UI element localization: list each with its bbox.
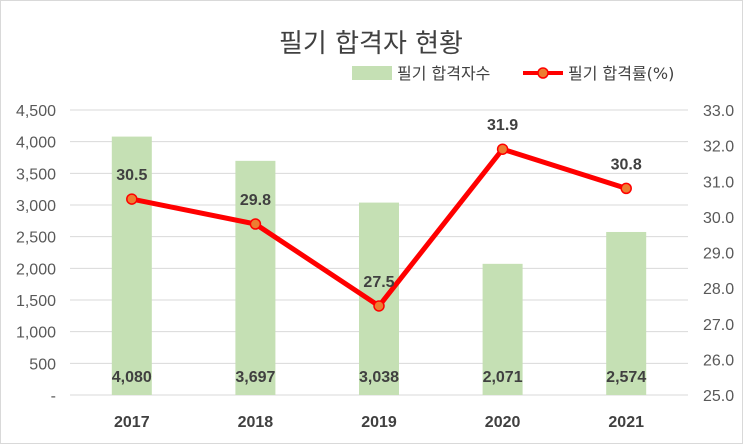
y-right-tick-label: 27.0 [703,317,734,334]
x-tick-label: 2020 [485,414,521,431]
bar [606,231,647,395]
y-right-tick-label: 33.0 [703,103,734,120]
bar-value-label: 2,574 [606,369,646,386]
rate-value-label: 31.9 [487,117,518,134]
y-left-tick-label: 1,500 [16,293,56,310]
y-left-tick-label: 500 [29,356,56,373]
legend: 필기 합격자수 필기 합격률(%) [352,64,674,83]
y-right-tick-label: 32.0 [703,139,734,156]
line-series [126,143,632,312]
y-left-tick-label: 2,000 [16,261,56,278]
rate-marker [126,193,138,205]
chart-title: 필기 합격자 현황 [279,29,463,59]
y-right-tick-label: 26.0 [703,352,734,369]
bar-value-label: 3,697 [235,369,275,386]
legend-swatch-bar [352,66,392,80]
y-left-tick-label: 3,000 [16,198,56,215]
legend-label-bar: 필기 합격자수 [397,64,490,83]
x-tick-label: 2019 [361,414,397,431]
rate-value-label: 30.8 [611,156,642,173]
rate-marker [249,218,262,230]
rate-marker [373,300,385,312]
y-left-tick-label: 1,000 [16,325,56,342]
y-left-tick-label: 3,500 [16,166,56,183]
y-right-tick-label: 25.0 [703,388,734,405]
data-labels: 4,080 3,697 3,038 2,071 2,574 30.5 29.8 27.5 31.… [112,117,647,386]
y-right-tick-label: 29.0 [703,246,734,263]
legend-swatch-marker [537,67,549,79]
legend-label-line: 필기 합격률(%) [568,64,674,83]
axes: - 500 1,000 1,500 2,000 2,500 3,000 3,500 4,000 4… [16,103,734,431]
bar [235,160,276,395]
y-left-tick-label: 4,000 [16,135,56,152]
bar-series [111,136,647,395]
rate-value-label: 27.5 [363,274,394,291]
y-left-tick-label: 2,500 [16,230,56,247]
rate-value-label: 30.5 [116,167,147,184]
rate-value-label: 29.8 [240,192,271,209]
bar-value-label: 2,071 [483,369,523,386]
x-tick-label: 2017 [114,414,150,431]
x-tick-label: 2018 [238,414,274,431]
y-right-tick-label: 28.0 [703,281,734,298]
y-right-tick-label: 30.0 [703,210,734,227]
y-left-tick-label: 4,500 [16,103,56,120]
y-left-tick-label: - [51,388,56,405]
y-right-tick-label: 31.0 [703,174,734,191]
bar-value-label: 4,080 [112,369,152,386]
bar [111,136,152,395]
rate-marker [620,182,632,195]
bar [482,263,523,395]
rate-marker [496,143,509,155]
x-tick-label: 2021 [608,414,644,431]
bar-value-label: 3,038 [359,369,399,386]
